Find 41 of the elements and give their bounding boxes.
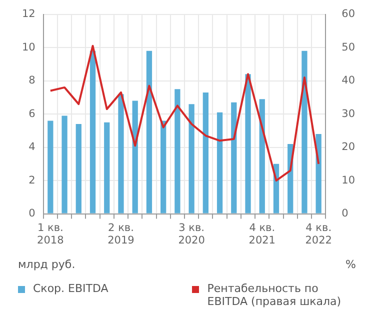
- bar: [245, 74, 251, 214]
- bar: [202, 92, 208, 214]
- y2-tick-label: 60: [342, 8, 356, 20]
- y-tick-label: 12: [22, 8, 36, 20]
- y2-tick-label: 50: [342, 41, 356, 54]
- bar: [231, 102, 237, 214]
- y2-tick-label: 30: [342, 108, 356, 120]
- y-tick-label: 2: [28, 174, 36, 186]
- x-tick-label: 4 кв. 2021: [248, 222, 276, 246]
- y-tick-label: 0: [28, 208, 36, 220]
- bar: [188, 104, 194, 214]
- y-tick-label: 8: [28, 74, 36, 87]
- y-tick-label: 10: [22, 41, 36, 54]
- x-tick-label: 4 кв. 2022: [305, 222, 332, 246]
- y-axis-title: млрд руб.: [18, 258, 76, 271]
- bar: [174, 89, 180, 214]
- bar: [76, 124, 82, 214]
- legend-label: Рентабельность по EBITDA (правая шкала): [207, 282, 342, 308]
- y2-tick-label: 0: [342, 208, 348, 220]
- y2-tick-label: 10: [342, 174, 356, 186]
- legend-label: Скор. EBITDA: [33, 282, 108, 295]
- bar: [302, 50, 308, 214]
- y2-tick-label: 40: [342, 74, 356, 87]
- bar: [90, 50, 96, 214]
- bar: [259, 99, 265, 214]
- bar: [216, 112, 223, 214]
- x-tick-label: 2 кв. 2019: [108, 222, 134, 246]
- bar: [118, 94, 124, 214]
- bar: [48, 120, 54, 214]
- bar: [104, 122, 110, 214]
- bar: [160, 120, 166, 214]
- bar: [132, 100, 138, 214]
- bar: [62, 116, 68, 214]
- y-tick-label: 4: [28, 141, 36, 154]
- bar: [316, 134, 322, 214]
- y2-axis-title: %: [346, 258, 356, 271]
- y-tick-label: 6: [28, 108, 36, 120]
- bar: [146, 50, 152, 214]
- x-tick-label: 3 кв. 2020: [178, 222, 205, 246]
- y2-tick-label: 20: [342, 141, 356, 154]
- x-tick-label: 1 кв. 2018: [37, 222, 64, 246]
